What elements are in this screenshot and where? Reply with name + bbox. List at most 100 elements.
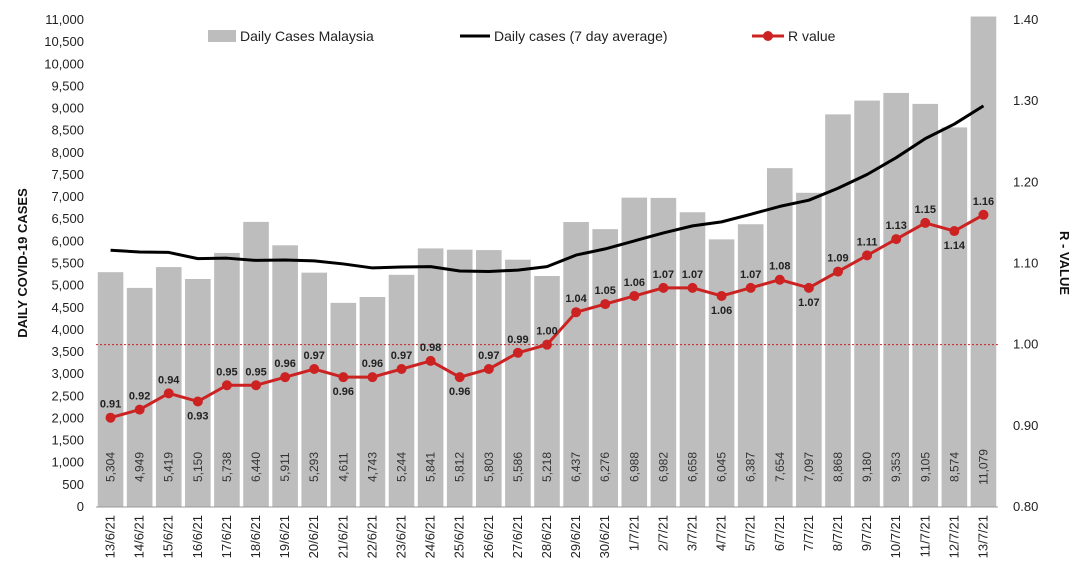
bar-value-label: 4,611 xyxy=(336,452,350,481)
bar xyxy=(214,252,240,507)
r-value-point xyxy=(687,282,698,293)
bar-value-label: 9,105 xyxy=(918,452,932,482)
r-value-label: 0.97 xyxy=(391,350,412,362)
legend-label-bars: Daily Cases Malaysia xyxy=(240,28,374,44)
r-value-label: 1.16 xyxy=(973,196,994,208)
x-tick-label: 19/6/21 xyxy=(277,515,292,558)
y-tick-label: 7,000 xyxy=(51,189,84,204)
bar-value-label: 5,738 xyxy=(220,452,234,482)
r-value-point xyxy=(745,282,756,293)
bar-value-label: 7,654 xyxy=(773,452,787,482)
x-tick-label: 8/7/21 xyxy=(830,515,845,551)
legend-swatch-bar xyxy=(208,30,236,42)
r-value-point xyxy=(978,209,989,220)
r-value-label: 0.99 xyxy=(507,334,528,346)
x-tick-label: 2/7/21 xyxy=(655,515,670,551)
bar xyxy=(679,212,706,507)
bar-value-label: 6,276 xyxy=(598,452,612,482)
r-value-label: 1.15 xyxy=(915,204,936,216)
y-tick-label: 8,500 xyxy=(51,123,84,138)
r-value-point xyxy=(920,217,931,228)
y2-tick-label: 0.90 xyxy=(1013,418,1038,433)
r-value-point xyxy=(571,307,582,318)
r-value-point xyxy=(454,372,465,383)
r-value-label: 1.00 xyxy=(536,326,557,338)
y-tick-label: 500 xyxy=(62,477,84,492)
bar xyxy=(592,229,618,508)
bar xyxy=(388,274,415,507)
y-tick-label: 9,000 xyxy=(51,101,84,116)
x-tick-label: 4/7/21 xyxy=(714,515,729,551)
y-tick-label: 11,000 xyxy=(45,12,84,27)
bar-value-label: 5,244 xyxy=(395,452,409,482)
bar xyxy=(650,197,677,507)
r-value-labels: 0.91 0.92 0.94 0.93 0.95 0.95 0.96 0.97 0.96 0.96… xyxy=(100,196,994,423)
r-value-label: 0.96 xyxy=(274,358,295,370)
r-value-point xyxy=(134,404,145,415)
bar xyxy=(883,92,909,508)
r-value-label: 0.94 xyxy=(158,374,180,386)
bar xyxy=(243,221,269,507)
r-value-label: 1.09 xyxy=(827,253,848,265)
r-value-point xyxy=(425,355,436,366)
bar xyxy=(330,302,357,507)
r-value-label: 0.95 xyxy=(216,366,237,378)
x-tick-label: 3/7/21 xyxy=(684,515,699,551)
bar-value-label: 9,180 xyxy=(860,452,874,482)
bar-value-label: 5,803 xyxy=(482,452,496,482)
r-value-point xyxy=(803,282,814,293)
x-tick-label: 9/7/21 xyxy=(859,515,874,551)
y2-tick-label: 1.30 xyxy=(1013,93,1038,108)
r-value-label: 1.05 xyxy=(594,285,615,297)
r-value-point xyxy=(280,372,291,383)
bar-value-label: 4,949 xyxy=(133,452,147,482)
r-value-label: 1.08 xyxy=(769,261,790,273)
bar-value-label: 6,658 xyxy=(685,452,699,482)
r-value-point xyxy=(192,396,203,407)
x-tick-label: 17/6/21 xyxy=(219,515,234,558)
x-tick-label: 11/7/21 xyxy=(917,515,932,557)
bar xyxy=(534,275,560,507)
bar-value-label: 8,868 xyxy=(831,452,845,482)
r-value-point xyxy=(542,339,552,350)
r-value-line-group xyxy=(105,209,989,423)
bar xyxy=(505,259,531,507)
bar xyxy=(941,127,968,507)
r-value-label: 0.97 xyxy=(304,350,325,362)
x-tick-label: 27/6/21 xyxy=(510,515,525,558)
y-tick-label: 6,500 xyxy=(51,211,84,226)
x-tick-label: 30/6/21 xyxy=(597,515,612,558)
y2-tick-label: 1.40 xyxy=(1013,12,1038,27)
y2-tick-label: 0.80 xyxy=(1013,499,1038,514)
r-value-label: 1.06 xyxy=(711,305,732,317)
bar xyxy=(417,248,444,507)
bar-value-label: 5,812 xyxy=(453,452,467,482)
r-value-label: 0.96 xyxy=(449,386,470,398)
bar xyxy=(854,100,880,508)
r-value-point xyxy=(483,364,494,375)
bar xyxy=(621,197,648,507)
bar-value-labels: 5,304 4,949 5,419 5,150 5,738 6,440 5,911 5,293… xyxy=(104,449,991,485)
r-value-label: 1.07 xyxy=(740,269,761,281)
y-tick-label: 3,500 xyxy=(51,344,84,359)
r-value-point xyxy=(338,372,349,383)
y-tick-label: 7,500 xyxy=(51,167,84,182)
r-value-point xyxy=(600,299,611,310)
bar xyxy=(301,272,328,507)
y-tick-label: 4,500 xyxy=(51,300,84,315)
x-tick-label: 26/6/21 xyxy=(481,515,496,558)
x-tick-label: 22/6/21 xyxy=(364,515,379,558)
x-tick-label: 7/7/21 xyxy=(801,515,816,551)
x-tick-label: 12/7/21 xyxy=(946,515,961,558)
r-value-point xyxy=(832,266,843,277)
legend: Daily Cases Malaysia Daily cases (7 day … xyxy=(208,28,836,44)
bar-value-label: 5,293 xyxy=(307,452,321,482)
bar-value-label: 5,586 xyxy=(511,452,525,482)
r-value-point xyxy=(949,226,960,237)
r-value-point xyxy=(658,282,669,293)
bar xyxy=(912,103,939,507)
y2-tick-label: 1.10 xyxy=(1013,256,1038,271)
r-value-label: 1.13 xyxy=(885,220,906,232)
bar-value-label: 5,150 xyxy=(191,452,205,482)
